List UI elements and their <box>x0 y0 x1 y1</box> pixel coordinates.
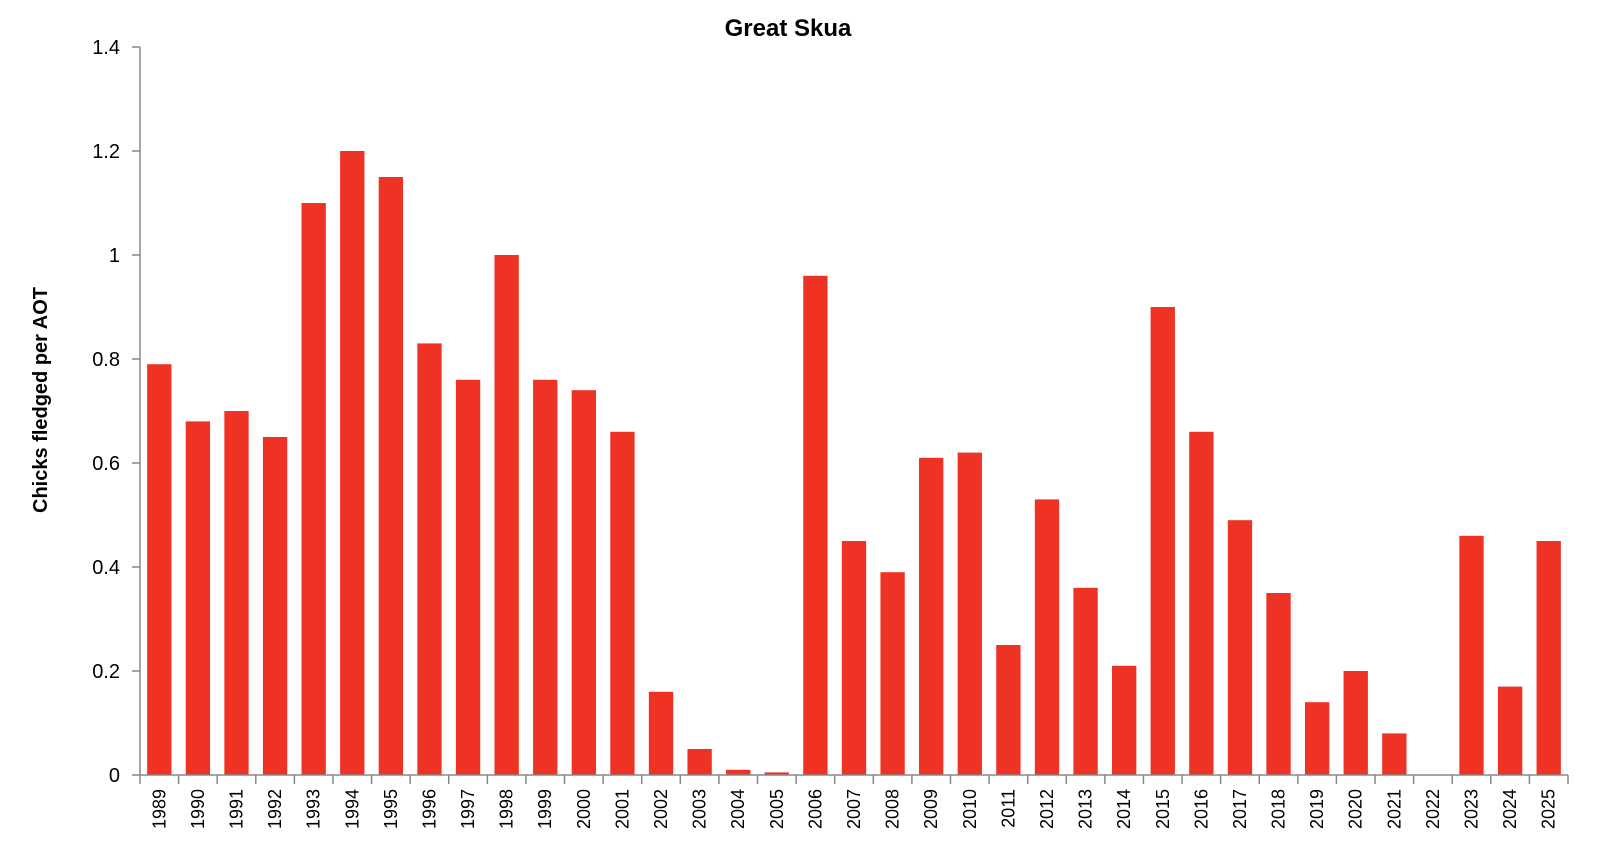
x-tick-label: 2015 <box>1153 789 1173 829</box>
x-tick-label: 1996 <box>419 789 439 829</box>
bar <box>1343 671 1368 775</box>
x-tick-label: 2001 <box>612 789 632 829</box>
x-tick-label: 1990 <box>188 789 208 829</box>
x-tick-label: 2014 <box>1114 789 1134 829</box>
x-tick-label: 1997 <box>458 789 478 829</box>
bar <box>764 772 789 775</box>
x-axis-ticks: 1989 1990 1991 1992 1993 1994 1995 1996 1997 1998… <box>139 775 1569 829</box>
x-tick-label: 2024 <box>1500 789 1520 829</box>
y-axis-ticks: 0 0.2 0.4 0.6 0.8 1 1.2 1.4 <box>92 37 140 787</box>
bar <box>1382 733 1407 775</box>
bar <box>533 379 558 775</box>
y-tick-label: 1 <box>109 245 120 267</box>
x-tick-label: 2009 <box>921 789 941 829</box>
bar <box>1150 307 1175 775</box>
bar <box>687 749 712 775</box>
y-axis-label: Chicks fledged per AOT <box>30 287 52 513</box>
bar <box>378 177 404 775</box>
x-tick-label: 2005 <box>767 789 787 829</box>
bar <box>880 572 905 775</box>
bar <box>1266 593 1291 775</box>
bar <box>1034 499 1060 775</box>
x-tick-label: 1989 <box>149 789 169 829</box>
x-tick-label: 2006 <box>805 789 825 829</box>
chart-title: Great Skua <box>725 15 852 42</box>
x-tick-label: 1995 <box>381 789 401 829</box>
x-tick-label: 1999 <box>535 789 555 829</box>
x-tick-label: 2021 <box>1384 789 1404 829</box>
x-tick-label: 2003 <box>690 789 710 829</box>
x-tick-label: 2020 <box>1346 789 1366 829</box>
bar <box>1189 431 1214 775</box>
bar <box>726 769 751 775</box>
bar <box>1227 520 1253 775</box>
x-tick-label: 2025 <box>1539 789 1559 829</box>
x-tick-label: 2019 <box>1307 789 1327 829</box>
bar <box>996 645 1021 775</box>
x-tick-label: 1994 <box>342 789 362 829</box>
x-tick-label: 2017 <box>1230 789 1250 829</box>
y-tick-label: 0.6 <box>92 453 120 475</box>
x-tick-label: 2016 <box>1191 789 1211 829</box>
x-tick-label: 2000 <box>574 789 594 829</box>
x-tick-label: 2007 <box>844 789 864 829</box>
bar <box>571 390 596 775</box>
bar <box>841 541 867 775</box>
y-tick-label: 1.2 <box>92 141 120 163</box>
bar <box>919 457 944 775</box>
bar <box>185 421 211 775</box>
x-tick-label: 2013 <box>1076 789 1096 829</box>
x-tick-label: 2004 <box>728 789 748 829</box>
bar <box>610 431 635 775</box>
bar <box>262 437 288 775</box>
y-tick-label: 1.4 <box>92 37 120 59</box>
bar <box>147 364 172 775</box>
y-tick-label: 0 <box>109 765 120 787</box>
bar <box>455 379 481 775</box>
y-tick-label: 0.8 <box>92 349 120 371</box>
bars <box>147 151 1561 775</box>
x-tick-label: 2012 <box>1037 789 1057 829</box>
bar <box>1073 587 1098 775</box>
x-tick-label: 2011 <box>998 789 1018 828</box>
bar <box>417 343 442 775</box>
bar <box>224 411 249 775</box>
y-tick-label: 0.4 <box>92 557 120 579</box>
bar <box>1497 686 1523 775</box>
bar <box>1536 541 1561 775</box>
bar <box>803 275 828 775</box>
x-tick-label: 2022 <box>1423 789 1443 829</box>
bar <box>648 691 674 775</box>
x-tick-label: 1991 <box>226 789 246 829</box>
x-tick-label: 2002 <box>651 789 671 829</box>
bar <box>301 203 326 775</box>
x-tick-label: 1992 <box>265 789 285 829</box>
x-tick-label: 2008 <box>883 789 903 829</box>
x-tick-label: 1998 <box>497 789 517 829</box>
bar <box>957 452 982 775</box>
x-tick-label: 2023 <box>1462 789 1482 829</box>
y-tick-label: 0.2 <box>92 661 120 683</box>
x-tick-label: 2018 <box>1269 789 1289 829</box>
x-tick-label: 2010 <box>960 789 980 829</box>
bar <box>340 151 365 775</box>
x-tick-label: 1993 <box>304 789 324 829</box>
bar <box>1459 535 1484 775</box>
bar <box>1304 702 1330 775</box>
bar <box>1112 665 1137 775</box>
bar <box>494 255 519 775</box>
